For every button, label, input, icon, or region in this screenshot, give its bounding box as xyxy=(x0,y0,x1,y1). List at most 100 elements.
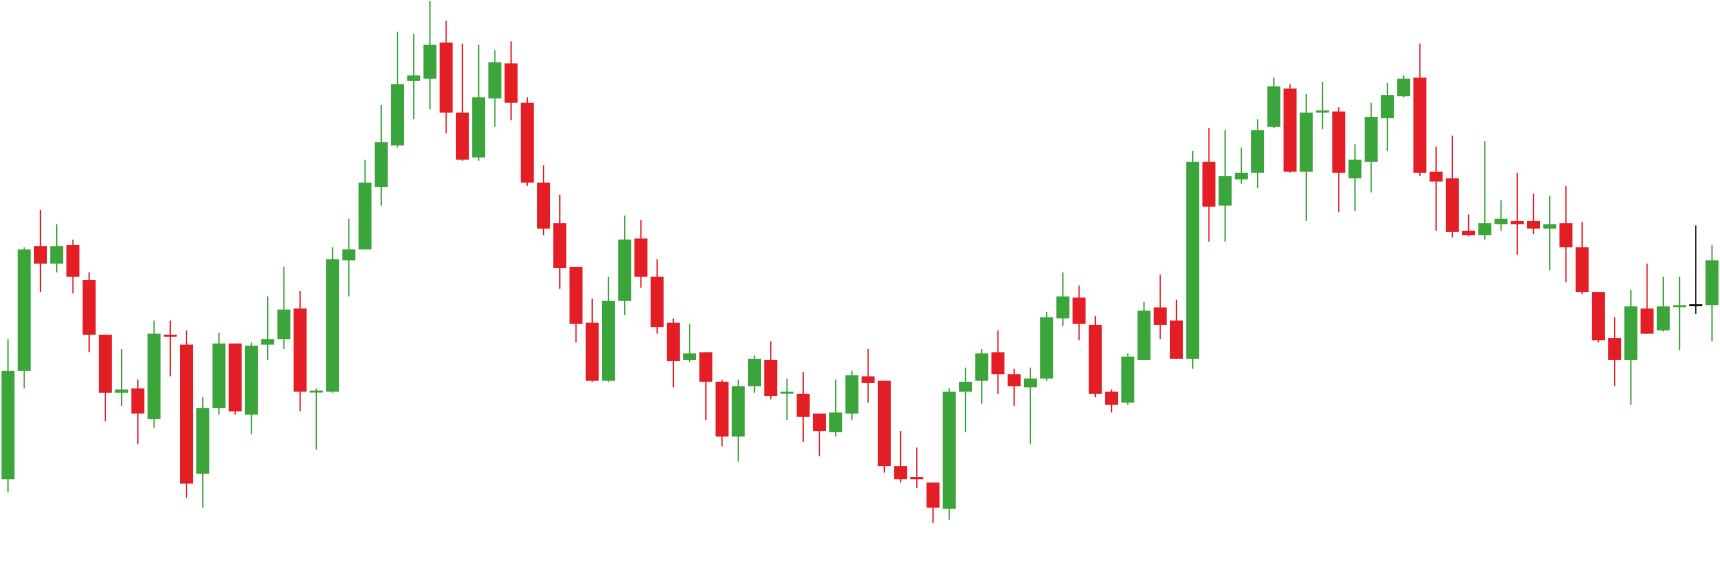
candle-body xyxy=(98,334,112,393)
candle-body xyxy=(1056,296,1070,319)
candle-body xyxy=(1397,78,1411,97)
candle-body xyxy=(1202,161,1216,207)
candle-body xyxy=(764,359,778,397)
candle-body xyxy=(861,376,875,383)
candle-body xyxy=(618,239,632,301)
candle-body xyxy=(228,343,242,412)
candle-body xyxy=(634,238,648,277)
candle-body xyxy=(1332,111,1346,173)
candle-body xyxy=(17,249,31,371)
candle-body xyxy=(1267,86,1281,127)
candle-body xyxy=(520,102,534,183)
candle-body xyxy=(1088,324,1102,394)
candle-body xyxy=(666,322,680,362)
candle-body xyxy=(1121,356,1135,403)
candle-body xyxy=(212,343,226,409)
candle-body xyxy=(1153,307,1167,325)
candle-body xyxy=(1137,310,1151,360)
candle-body xyxy=(1510,220,1524,225)
candle-body xyxy=(1478,223,1492,236)
candle-body xyxy=(196,408,210,474)
candle-body xyxy=(975,353,989,381)
candle-body xyxy=(1543,224,1557,229)
candle-body xyxy=(1608,338,1622,360)
candle-body xyxy=(180,344,194,484)
candle-body xyxy=(1283,88,1297,172)
candle-body xyxy=(390,84,404,146)
candle-body xyxy=(601,300,615,381)
candle-body xyxy=(1169,320,1183,359)
candle-body xyxy=(374,142,388,188)
candle-body xyxy=(1251,130,1265,173)
candle-body xyxy=(537,182,551,229)
candle-body xyxy=(50,246,64,264)
candle-body xyxy=(66,245,80,277)
candle-body xyxy=(472,97,486,158)
candle-body xyxy=(1429,171,1443,182)
candle-body xyxy=(553,223,567,269)
candle-body xyxy=(812,413,826,432)
candle-body xyxy=(1689,304,1703,307)
candle-body xyxy=(1526,220,1540,229)
candle-body xyxy=(877,380,891,467)
candle-body xyxy=(894,466,908,480)
candle-body xyxy=(423,44,437,79)
candle-body xyxy=(504,63,518,103)
candle-body xyxy=(1705,260,1719,306)
candle-body xyxy=(277,309,291,340)
candle-body xyxy=(407,75,421,81)
candle-body xyxy=(1316,110,1330,113)
candle-body xyxy=(163,334,177,337)
candle-body xyxy=(244,345,258,415)
candle-body xyxy=(569,266,583,324)
candle-body xyxy=(1348,159,1362,179)
candle-body xyxy=(1234,172,1248,180)
candle-body xyxy=(1494,218,1508,225)
candle-body xyxy=(1218,176,1232,206)
candle-body xyxy=(488,62,502,99)
candle-body xyxy=(845,375,859,414)
candle-body xyxy=(926,482,940,508)
candle-body xyxy=(1,370,15,480)
candle-body xyxy=(585,322,599,381)
candle-body xyxy=(1591,292,1605,341)
candle-body xyxy=(358,182,372,250)
candle-body xyxy=(1624,306,1638,360)
candle-body xyxy=(1462,230,1476,236)
candle-body xyxy=(342,249,356,261)
candle-body xyxy=(1364,117,1378,162)
candle-body xyxy=(293,308,307,392)
candle-body xyxy=(1072,297,1086,324)
candle-body xyxy=(33,246,47,264)
candle-body xyxy=(1673,305,1687,308)
candle-body xyxy=(991,352,1005,375)
candle-body xyxy=(699,352,713,382)
candle-body xyxy=(958,381,972,392)
candle-body xyxy=(439,42,453,113)
candle-body xyxy=(1575,247,1589,293)
candle-body xyxy=(261,339,275,345)
candle-body xyxy=(309,390,323,393)
candle-body xyxy=(1413,77,1427,173)
candle-body xyxy=(1656,306,1670,331)
candle-body xyxy=(748,358,762,387)
candle-body xyxy=(1007,374,1021,387)
candle-body xyxy=(683,353,697,360)
candle-body xyxy=(326,259,340,392)
candle-body xyxy=(1445,178,1459,232)
candle-body xyxy=(829,412,843,433)
candle-body xyxy=(455,112,469,160)
candle-body xyxy=(942,391,956,509)
candle-body xyxy=(1559,223,1573,248)
candle-body xyxy=(1640,308,1654,334)
candle-body xyxy=(1380,95,1394,119)
candle-body xyxy=(1105,391,1119,405)
candle-body xyxy=(731,386,745,437)
candle-body xyxy=(1040,317,1054,379)
candle-body xyxy=(115,389,129,393)
candle-body xyxy=(1186,161,1200,359)
candle-body xyxy=(796,393,810,417)
candle-body xyxy=(910,477,924,480)
